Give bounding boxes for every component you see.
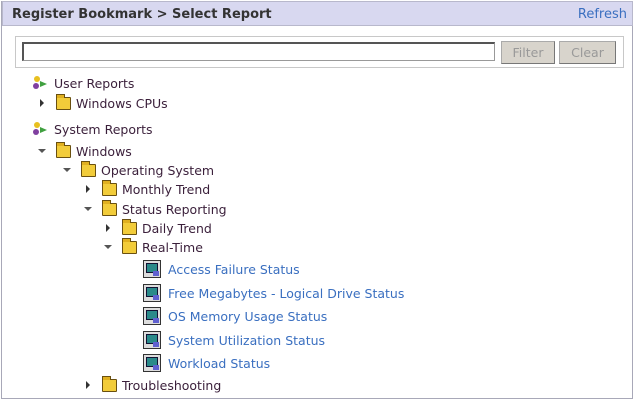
page-title: Register Bookmark > Select Report — [12, 7, 272, 22]
expand-arrow-icon[interactable] — [86, 185, 90, 193]
folder-icon — [102, 199, 117, 216]
tree-label: Daily Trend — [142, 220, 212, 236]
report-icon — [143, 331, 161, 349]
expand-arrow-icon[interactable] — [40, 99, 44, 107]
filter-bar: Filter Clear — [15, 36, 624, 68]
report-item[interactable]: OS Memory Usage Status — [143, 307, 327, 325]
tree-node-status-reporting[interactable]: Status Reporting — [84, 199, 227, 218]
report-icon — [143, 260, 161, 278]
report-item[interactable]: System Utilization Status — [143, 331, 325, 349]
folder-icon — [102, 179, 117, 196]
folder-icon — [56, 93, 71, 110]
folder-icon — [122, 237, 137, 254]
report-group-icon — [33, 76, 47, 89]
tree-label: Monthly Trend — [122, 181, 211, 197]
filter-input[interactable] — [22, 42, 495, 61]
report-icon — [143, 284, 161, 302]
folder-icon — [122, 218, 137, 235]
panel-header: Register Bookmark > Select Report Refres… — [2, 1, 633, 26]
tree-node-daily-trend[interactable]: Daily Trend — [104, 218, 212, 237]
report-link[interactable]: Free Megabytes - Logical Drive Status — [168, 285, 405, 301]
collapse-arrow-icon[interactable] — [84, 207, 92, 211]
report-item[interactable]: Workload Status — [143, 354, 270, 372]
report-link[interactable]: System Utilization Status — [168, 332, 326, 348]
report-icon — [143, 354, 161, 372]
clear-button[interactable]: Clear — [559, 41, 616, 64]
tree-label: User Reports — [54, 75, 135, 91]
collapse-arrow-icon[interactable] — [63, 168, 71, 172]
tree-node-troubleshooting[interactable]: Troubleshooting — [84, 375, 222, 394]
tree-node-system-reports[interactable]: System Reports — [32, 120, 153, 138]
tree-label: Status Reporting — [122, 201, 227, 217]
report-icon — [143, 307, 161, 325]
tree-node-monthly-trend[interactable]: Monthly Trend — [84, 179, 211, 198]
tree-node-windows[interactable]: Windows — [38, 141, 132, 160]
collapse-arrow-icon[interactable] — [38, 149, 46, 153]
tree-node-real-time[interactable]: Real-Time — [104, 237, 203, 256]
report-link[interactable]: Access Failure Status — [168, 261, 300, 277]
tree-label: System Reports — [54, 121, 153, 137]
folder-icon — [102, 375, 117, 392]
folder-icon — [81, 160, 96, 177]
report-group-icon — [33, 122, 47, 135]
folder-icon — [56, 141, 71, 158]
report-item[interactable]: Free Megabytes - Logical Drive Status — [143, 284, 404, 302]
tree-node-windows-cpus[interactable]: Windows CPUs — [38, 93, 168, 112]
tree-label: Operating System — [101, 162, 215, 178]
report-item[interactable]: Access Failure Status — [143, 260, 300, 278]
tree-label: Troubleshooting — [122, 377, 222, 393]
report-link[interactable]: OS Memory Usage Status — [168, 308, 328, 324]
tree-label: Windows CPUs — [76, 95, 168, 111]
tree-label: Real-Time — [142, 239, 203, 255]
refresh-link[interactable]: Refresh — [577, 7, 627, 22]
tree-node-user-reports[interactable]: User Reports — [32, 74, 134, 92]
expand-arrow-icon[interactable] — [86, 381, 90, 389]
report-link[interactable]: Workload Status — [168, 355, 271, 371]
filter-button[interactable]: Filter — [501, 41, 555, 64]
tree-label: Windows — [76, 143, 132, 159]
collapse-arrow-icon[interactable] — [104, 245, 112, 249]
tree-node-operating-system[interactable]: Operating System — [63, 160, 215, 179]
expand-arrow-icon[interactable] — [106, 224, 110, 232]
